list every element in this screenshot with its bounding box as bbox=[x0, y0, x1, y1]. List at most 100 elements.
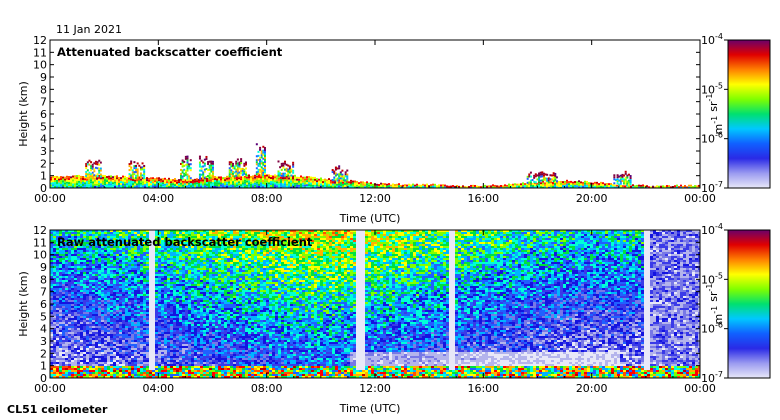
heat-cell bbox=[78, 186, 80, 188]
heat-cell bbox=[244, 175, 246, 178]
heat-cell bbox=[586, 186, 588, 188]
heat-cell bbox=[286, 181, 288, 184]
heat-cell bbox=[388, 183, 390, 186]
heat-cell bbox=[80, 310, 83, 312]
heat-cell bbox=[236, 176, 238, 179]
heat-cell bbox=[152, 316, 155, 318]
heat-cell bbox=[77, 230, 80, 232]
heat-cell bbox=[584, 182, 586, 185]
heat-cell bbox=[92, 183, 94, 186]
heat-cell bbox=[182, 180, 184, 183]
heat-cell bbox=[125, 272, 128, 274]
heat-cell bbox=[104, 322, 107, 324]
heat-cell bbox=[131, 322, 134, 324]
cloud-cell bbox=[538, 176, 541, 179]
heat-cell bbox=[122, 304, 125, 306]
cloud-cell bbox=[280, 162, 283, 165]
heat-cell bbox=[270, 185, 272, 188]
heat-cell bbox=[116, 376, 119, 378]
heat-cell bbox=[470, 184, 472, 187]
heat-cell bbox=[128, 260, 131, 262]
heat-cell bbox=[588, 186, 590, 188]
heat-cell bbox=[83, 266, 86, 268]
heat-cell bbox=[107, 276, 110, 278]
heat-cell bbox=[77, 296, 80, 298]
heat-cell bbox=[110, 334, 113, 336]
cloud-cell bbox=[549, 180, 552, 183]
heat-cell bbox=[170, 324, 173, 326]
cloud-cell bbox=[526, 175, 529, 178]
heat-cell bbox=[290, 182, 292, 185]
heat-cell bbox=[98, 312, 101, 314]
heat-cell bbox=[107, 326, 110, 328]
heat-cell bbox=[137, 290, 140, 292]
heat-cell bbox=[638, 186, 640, 188]
heat-cell bbox=[80, 280, 83, 282]
heat-cell bbox=[143, 310, 146, 312]
heat-cell bbox=[92, 360, 95, 362]
heat-cell bbox=[56, 304, 59, 306]
heat-cell bbox=[125, 242, 128, 244]
heat-cell bbox=[92, 376, 95, 378]
heat-cell bbox=[62, 350, 65, 352]
heat-cell bbox=[77, 352, 80, 354]
cloud-cell bbox=[228, 171, 231, 174]
heat-cell bbox=[320, 181, 322, 184]
heat-cell bbox=[74, 278, 77, 280]
heat-cell bbox=[167, 232, 170, 234]
heat-cell bbox=[134, 268, 137, 270]
heat-cell bbox=[254, 184, 256, 187]
heat-cell bbox=[155, 336, 158, 338]
heat-cell bbox=[152, 298, 155, 300]
heat-cell bbox=[53, 250, 56, 252]
heat-cell bbox=[107, 354, 110, 356]
heat-cell bbox=[326, 185, 328, 188]
heat-cell bbox=[62, 274, 65, 276]
heat-cell bbox=[292, 175, 294, 178]
heat-cell bbox=[53, 248, 56, 250]
heat-cell bbox=[116, 314, 119, 316]
heat-cell bbox=[107, 238, 110, 240]
heat-cell bbox=[230, 186, 232, 188]
heat-cell bbox=[158, 280, 161, 282]
cloud-cell bbox=[200, 167, 203, 170]
heat-cell bbox=[152, 324, 155, 326]
heat-cell bbox=[152, 312, 155, 314]
heat-cell bbox=[106, 178, 108, 181]
heat-cell bbox=[80, 356, 83, 358]
heat-cell bbox=[122, 334, 125, 336]
heat-cell bbox=[53, 260, 56, 262]
heat-cell bbox=[62, 178, 64, 181]
heat-cell bbox=[50, 336, 53, 338]
heat-cell bbox=[89, 270, 92, 272]
heat-cell bbox=[53, 316, 56, 318]
heat-cell bbox=[146, 302, 149, 304]
heat-cell bbox=[137, 320, 140, 322]
heat-cell bbox=[134, 336, 137, 338]
heat-cell bbox=[131, 318, 134, 320]
heat-cell bbox=[155, 352, 158, 354]
cloud-cell bbox=[338, 175, 341, 178]
heat-cell bbox=[164, 282, 167, 284]
heat-cell bbox=[71, 234, 74, 236]
cloud-cell bbox=[551, 178, 554, 181]
heat-cell bbox=[152, 344, 155, 346]
heat-cell bbox=[155, 342, 158, 344]
heat-cell bbox=[164, 320, 167, 322]
heat-cell bbox=[146, 306, 149, 308]
heat-cell bbox=[92, 250, 95, 252]
heat-cell bbox=[119, 242, 122, 244]
heat-cell bbox=[214, 184, 216, 187]
heat-cell bbox=[122, 332, 125, 334]
heat-cell bbox=[158, 268, 161, 270]
heat-cell bbox=[198, 179, 200, 182]
heat-cell bbox=[158, 238, 161, 240]
cloud-cell bbox=[629, 179, 632, 182]
heat-cell bbox=[120, 179, 122, 182]
heat-cell bbox=[74, 252, 77, 254]
heat-cell bbox=[149, 234, 152, 236]
heat-cell bbox=[77, 372, 80, 374]
heat-cell bbox=[122, 338, 125, 340]
heat-cell bbox=[131, 314, 134, 316]
heat-cell bbox=[116, 185, 118, 188]
